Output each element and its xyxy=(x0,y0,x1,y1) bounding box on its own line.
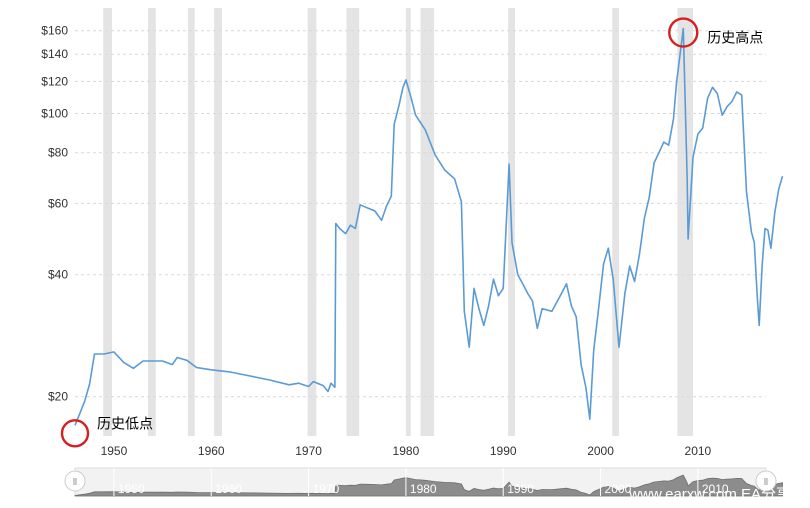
x-tick-label: 2010 xyxy=(685,444,712,458)
recession-band xyxy=(346,8,360,436)
right-handle-grip-icon: Ⅱ xyxy=(764,477,769,488)
x-tick-label: 1970 xyxy=(295,444,322,458)
annotation-layer: 历史低点 历史高点 xyxy=(60,17,763,448)
navigator-right-handle[interactable]: Ⅱ xyxy=(755,470,777,492)
navigator-tick-label: 2000 xyxy=(605,482,632,496)
y-tick-label: $160 xyxy=(41,24,68,38)
watermark-text: www.earxw.com EA分享网 xyxy=(628,486,806,503)
navigator-tick-label: 1970 xyxy=(313,482,340,496)
navigator-tick-label: 2010 xyxy=(702,482,729,496)
x-tick-label: 1990 xyxy=(490,444,517,458)
recession-band xyxy=(677,8,694,436)
navigator-series-area xyxy=(74,474,783,497)
y-tick-label: $60 xyxy=(48,196,68,210)
plot-area: $20 $40 $60 $80 $100 $120 $140 $160 1950 1960 197… xyxy=(41,8,784,458)
navigator-tick-label: 1980 xyxy=(410,482,437,496)
y-tick-label: $140 xyxy=(41,47,68,61)
recession-band xyxy=(307,8,317,436)
historical-low-marker xyxy=(60,419,90,448)
x-tick-label: 2000 xyxy=(587,444,614,458)
navigator-tick-label: 1960 xyxy=(215,482,242,496)
recession-band xyxy=(103,8,112,436)
grid-lines xyxy=(75,30,766,398)
historical-high-label: 历史高点 xyxy=(707,30,763,47)
recession-band xyxy=(405,8,411,436)
recession-bands xyxy=(103,8,694,436)
navigator-tick-label: 1990 xyxy=(507,482,534,496)
historical-high-marker xyxy=(668,17,699,48)
x-tick-label: 1960 xyxy=(198,444,225,458)
navigator-tick-label: 1950 xyxy=(118,482,145,496)
y-axis: $20 $40 $60 $80 $100 $120 $140 $160 xyxy=(41,24,68,404)
y-tick-label: $80 xyxy=(48,146,68,160)
navigator-left-handle[interactable]: Ⅱ xyxy=(64,470,86,492)
recession-band xyxy=(187,8,195,436)
range-navigator[interactable]: 1950 1960 1970 1980 1990 2000 2010 Ⅱ Ⅱ www.ear… xyxy=(64,467,806,503)
y-tick-label: $100 xyxy=(41,106,68,120)
y-tick-label: $120 xyxy=(41,74,68,88)
recession-band xyxy=(214,8,222,436)
y-tick-label: $40 xyxy=(48,268,68,282)
left-handle-grip-icon: Ⅱ xyxy=(73,477,78,488)
x-tick-label: 1950 xyxy=(101,444,128,458)
recession-band xyxy=(420,8,435,436)
historical-low-label: 历史低点 xyxy=(97,416,153,432)
price-series-line xyxy=(74,27,784,426)
y-tick-label: $20 xyxy=(48,390,68,404)
x-axis: 1950 1960 1970 1980 1990 2000 2010 xyxy=(101,444,712,458)
recession-band xyxy=(147,8,156,436)
x-tick-label: 1980 xyxy=(393,444,420,458)
recession-band xyxy=(612,8,620,436)
navigator-axis: 1950 1960 1970 1980 1990 2000 2010 xyxy=(113,468,729,496)
